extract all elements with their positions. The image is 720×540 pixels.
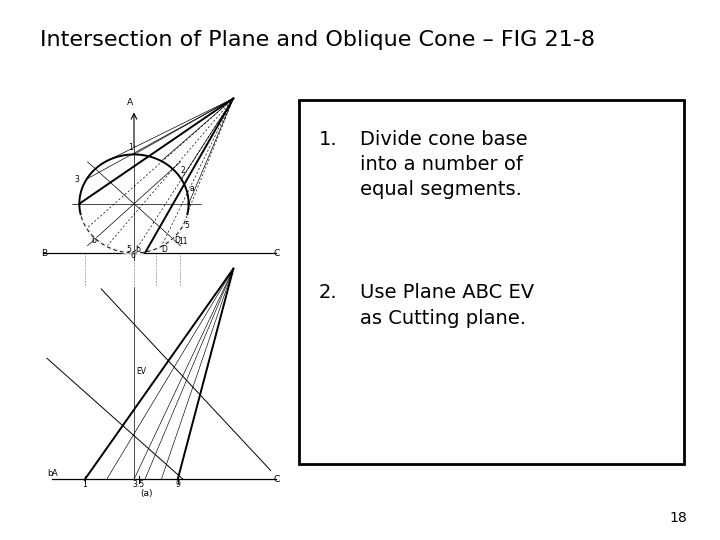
Text: 5: 5 bbox=[185, 221, 189, 230]
Text: D: D bbox=[174, 236, 180, 245]
Text: 3.5: 3.5 bbox=[133, 480, 145, 489]
Text: a: a bbox=[189, 184, 194, 193]
Text: b: b bbox=[135, 245, 140, 254]
Text: C: C bbox=[273, 475, 279, 484]
Text: EV: EV bbox=[137, 367, 146, 376]
Text: 1: 1 bbox=[128, 144, 132, 152]
Text: Intersection of Plane and Oblique Cone – FIG 21-8: Intersection of Plane and Oblique Cone –… bbox=[40, 30, 595, 50]
Text: (a): (a) bbox=[140, 489, 153, 498]
Text: A: A bbox=[127, 98, 132, 107]
Text: 11: 11 bbox=[178, 237, 187, 246]
Text: 1: 1 bbox=[82, 480, 87, 489]
Text: 2: 2 bbox=[181, 166, 186, 175]
Text: B: B bbox=[41, 248, 47, 258]
Text: Divide cone base
into a number of
equal segments.: Divide cone base into a number of equal … bbox=[360, 130, 528, 199]
Text: C: C bbox=[273, 248, 279, 258]
Text: 9: 9 bbox=[175, 480, 180, 489]
Text: D: D bbox=[161, 245, 167, 254]
Text: 1.: 1. bbox=[319, 130, 338, 148]
Text: b: b bbox=[91, 236, 96, 245]
Text: Use Plane ABC EV
as Cutting plane.: Use Plane ABC EV as Cutting plane. bbox=[360, 284, 534, 327]
Text: 3: 3 bbox=[75, 175, 79, 184]
Text: 18: 18 bbox=[670, 511, 688, 525]
Text: 6: 6 bbox=[130, 251, 135, 260]
FancyBboxPatch shape bbox=[299, 100, 684, 464]
Text: A: A bbox=[52, 469, 58, 477]
Text: 5: 5 bbox=[126, 245, 131, 254]
Text: 2.: 2. bbox=[319, 284, 338, 302]
Text: b: b bbox=[47, 469, 53, 477]
